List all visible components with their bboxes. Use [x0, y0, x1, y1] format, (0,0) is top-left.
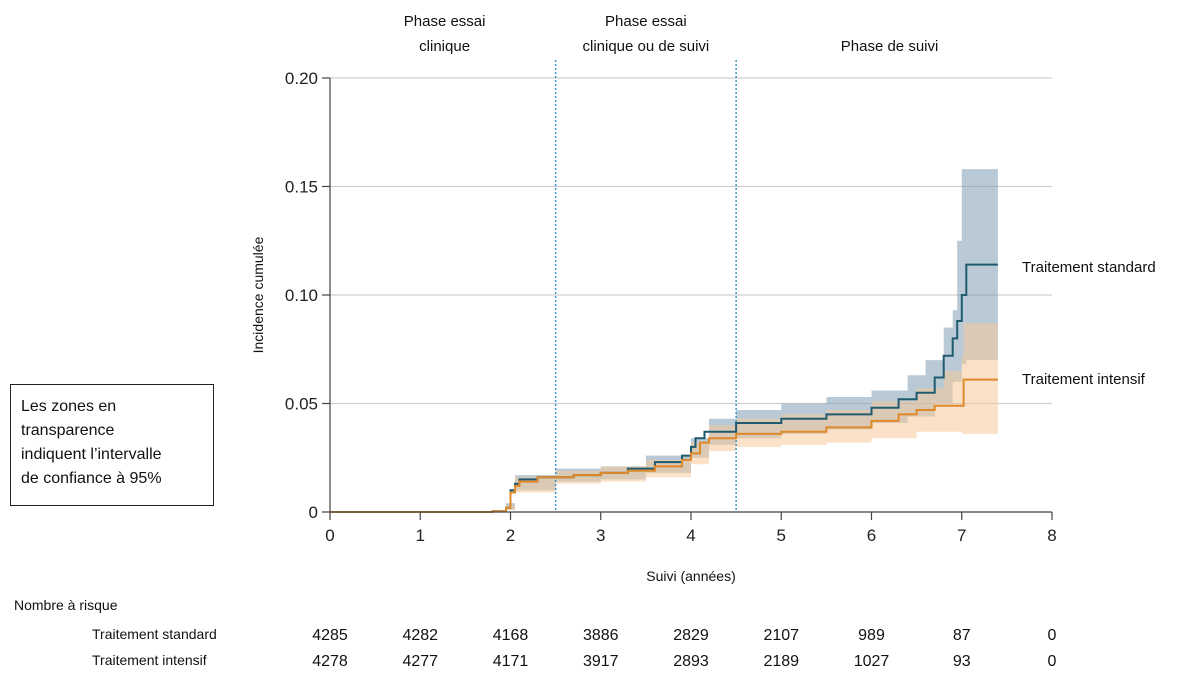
axes: 0 0.05 0.10 0.15 0.20 0 1 2 3 4 5 6 7 8 — [285, 69, 1057, 545]
risk-count: 4168 — [492, 627, 529, 644]
phase-label: Phase essai — [605, 13, 687, 30]
risk-row-label: Traitement intensif — [92, 652, 207, 668]
x-tick-label: 0 — [325, 526, 334, 545]
x-tick-label: 2 — [506, 526, 515, 545]
y-tick-label: 0.10 — [285, 286, 318, 305]
confidence-band — [330, 323, 998, 512]
risk-count: 4171 — [492, 653, 529, 670]
x-tick-label: 7 — [957, 526, 966, 545]
risk-count: 4282 — [402, 627, 439, 644]
risk-count: 2107 — [763, 627, 800, 644]
risk-count: 3917 — [582, 653, 619, 670]
x-tick-label: 1 — [416, 526, 425, 545]
risk-count: 4277 — [402, 653, 439, 670]
y-tick-label: 0.05 — [285, 395, 318, 414]
note-line: de confiance à 95% — [21, 470, 162, 487]
x-tick-label: 4 — [686, 526, 695, 545]
y-tick-label: 0.15 — [285, 178, 318, 197]
confidence-bands — [330, 169, 998, 512]
series-label: Traitement standard — [1022, 259, 1156, 276]
risk-count: 4285 — [312, 627, 348, 644]
series-line — [330, 263, 998, 513]
note-line: Les zones en — [21, 398, 117, 415]
risk-count: 87 — [952, 627, 971, 644]
x-axis-title: Suivi (années) — [646, 568, 736, 584]
risk-row-label: Traitement standard — [92, 626, 217, 642]
risk-count: 93 — [952, 653, 971, 670]
series-line — [330, 378, 998, 513]
risk-count: 1027 — [853, 653, 890, 670]
risk-count: 0 — [1047, 653, 1057, 670]
risk-table-title: Nombre à risque — [14, 597, 118, 613]
y-tick-label: 0 — [309, 503, 318, 522]
series-label: Traitement intensif — [1022, 371, 1146, 388]
y-axis-title: Incidence cumulée — [250, 236, 266, 353]
phase-label: Phase de suivi — [841, 38, 939, 55]
risk-count: 3886 — [582, 627, 619, 644]
risk-count: 989 — [858, 627, 885, 644]
note-line: indiquent l’intervalle — [21, 446, 162, 463]
risk-count: 4278 — [312, 653, 348, 670]
chart-labels: Suivi (années) Incidence cumulée Phase ess… — [250, 13, 1156, 584]
risk-count: 2829 — [673, 627, 709, 644]
series-lines — [330, 263, 998, 513]
phase-label: Phase essai — [404, 13, 486, 30]
y-tick-label: 0.20 — [285, 69, 318, 88]
note-line: transparence — [21, 422, 115, 439]
phase-label: clinique ou de suivi — [583, 38, 710, 55]
risk-count: 0 — [1047, 627, 1057, 644]
x-tick-label: 3 — [596, 526, 605, 545]
risk-count: 2893 — [673, 653, 709, 670]
x-tick-label: 8 — [1047, 526, 1056, 545]
x-tick-label: 6 — [867, 526, 876, 545]
phase-label: clinique — [419, 38, 470, 55]
risk-count: 2189 — [763, 653, 800, 670]
x-tick-label: 5 — [777, 526, 786, 545]
confidence-interval-note: Les zones en transparence indiquent l’in… — [10, 384, 214, 506]
